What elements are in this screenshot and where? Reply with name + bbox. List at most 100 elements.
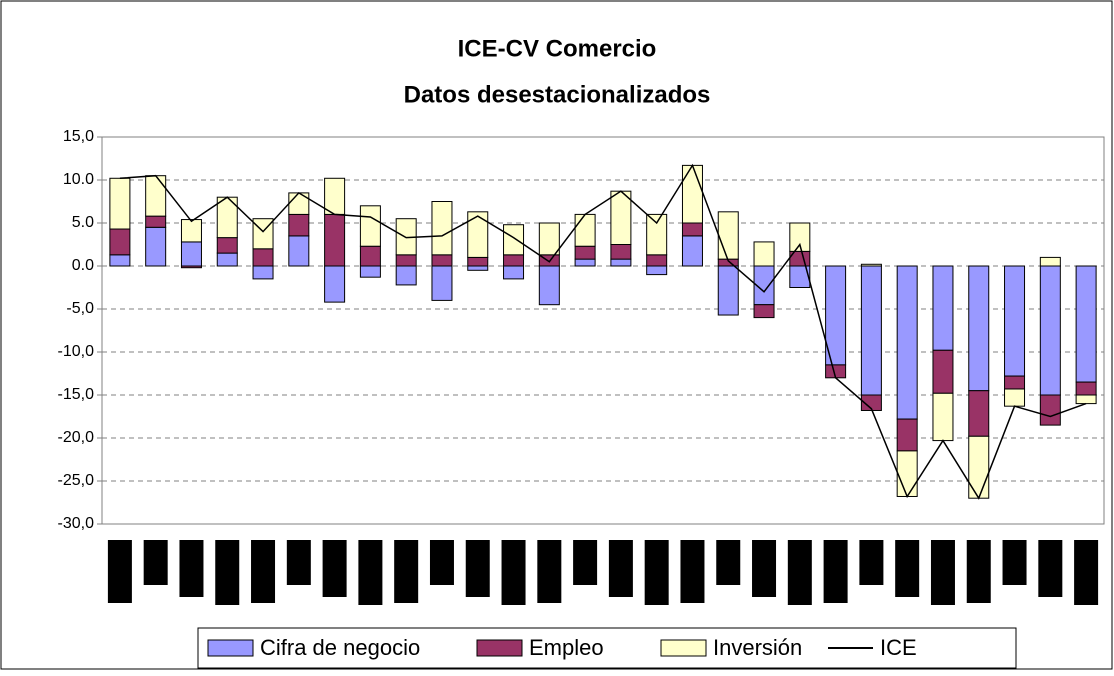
bar: [932, 265, 954, 351]
x-tick-label-redacted: [179, 540, 204, 597]
bar: [646, 213, 668, 256]
bar: [503, 254, 525, 267]
legend-swatch: [660, 639, 707, 657]
bar: [574, 258, 596, 267]
bar: [359, 205, 381, 247]
bar: [180, 265, 202, 269]
bar: [288, 235, 310, 267]
x-tick-label-redacted: [752, 540, 777, 597]
bar: [252, 265, 274, 280]
x-tick-label-redacted: [107, 540, 132, 603]
bar: [538, 222, 560, 256]
x-tick-label-redacted: [1038, 540, 1063, 597]
bar: [324, 265, 346, 303]
bar: [216, 252, 238, 267]
bar: [896, 418, 918, 452]
x-tick-label-redacted: [143, 540, 168, 585]
bar: [610, 190, 632, 245]
bar: [1075, 394, 1097, 405]
bar: [1004, 265, 1026, 377]
bar: [145, 215, 167, 228]
bar: [681, 222, 703, 237]
x-tick-label-redacted: [823, 540, 848, 603]
bar: [1039, 394, 1061, 426]
bar: [180, 241, 202, 267]
bar: [1039, 256, 1061, 267]
x-tick-label-redacted: [966, 540, 991, 603]
bar: [359, 265, 381, 278]
bar: [538, 265, 560, 306]
bar: [1039, 265, 1061, 396]
x-tick-label-redacted: [215, 540, 240, 605]
legend-label: Empleo: [529, 635, 604, 660]
bar: [789, 222, 811, 252]
x-tick-label-redacted: [537, 540, 562, 603]
bar: [1004, 375, 1026, 390]
x-tick-label-redacted: [573, 540, 598, 585]
x-tick-label-redacted: [501, 540, 526, 605]
x-tick-label-redacted: [429, 540, 454, 585]
bar: [968, 390, 990, 437]
bar: [431, 265, 453, 301]
bar: [109, 177, 131, 230]
bar: [932, 349, 954, 394]
bar: [717, 265, 739, 316]
bar: [968, 435, 990, 499]
bar: [467, 211, 489, 258]
chart-title: ICE-CV Comercio: [458, 35, 657, 62]
bar: [109, 228, 131, 256]
legend-label: Inversión: [713, 635, 802, 660]
y-tick-label: -5,0: [66, 300, 94, 317]
bar: [145, 226, 167, 267]
bar: [646, 254, 668, 267]
bar: [395, 265, 417, 286]
bar: [860, 263, 882, 267]
y-tick-label: 15,0: [63, 128, 94, 145]
y-tick-label: -15,0: [58, 386, 95, 403]
y-tick-label: -25,0: [58, 472, 95, 489]
bar: [288, 213, 310, 237]
y-tick-label: -30,0: [58, 515, 95, 532]
x-tick-label-redacted: [465, 540, 490, 597]
bar: [610, 258, 632, 267]
line: [119, 163, 1087, 500]
x-tick-label-redacted: [322, 540, 347, 597]
bar: [717, 211, 739, 260]
y-tick-label: 0.0: [72, 257, 94, 274]
x-tick-label-redacted: [358, 540, 383, 605]
bar: [681, 164, 703, 224]
bar: [431, 201, 453, 256]
x-tick-label-redacted: [716, 540, 741, 585]
y-tick-label: -20,0: [58, 429, 95, 446]
legend-label: Cifra de negocio: [260, 635, 420, 660]
x-tick-label-redacted: [251, 540, 276, 603]
bar: [467, 265, 489, 271]
bar: [1075, 381, 1097, 396]
bar: [288, 192, 310, 215]
x-tick-label-redacted: [895, 540, 920, 597]
x-tick-label-redacted: [608, 540, 633, 597]
bar: [431, 254, 453, 267]
x-tick-label-redacted: [286, 540, 311, 585]
x-tick-label-redacted: [787, 540, 812, 605]
x-tick-label-redacted: [644, 540, 669, 605]
bar: [574, 245, 596, 260]
x-tick-label-redacted: [859, 540, 884, 585]
bar: [896, 265, 918, 420]
bar: [503, 265, 525, 280]
bar: [503, 224, 525, 256]
bar: [109, 254, 131, 267]
chart-subtitle: Datos desestacionalizados: [404, 81, 711, 108]
bar: [646, 265, 668, 276]
bar: [216, 237, 238, 254]
plot-area: [101, 136, 1105, 525]
bar: [145, 175, 167, 217]
y-tick-label: 5.0: [72, 214, 94, 231]
bar: [180, 219, 202, 243]
y-tick-label: -10,0: [58, 343, 95, 360]
x-tick-label-redacted: [930, 540, 955, 605]
bar: [860, 265, 882, 396]
bar: [1075, 265, 1097, 383]
legend: [197, 627, 1017, 669]
